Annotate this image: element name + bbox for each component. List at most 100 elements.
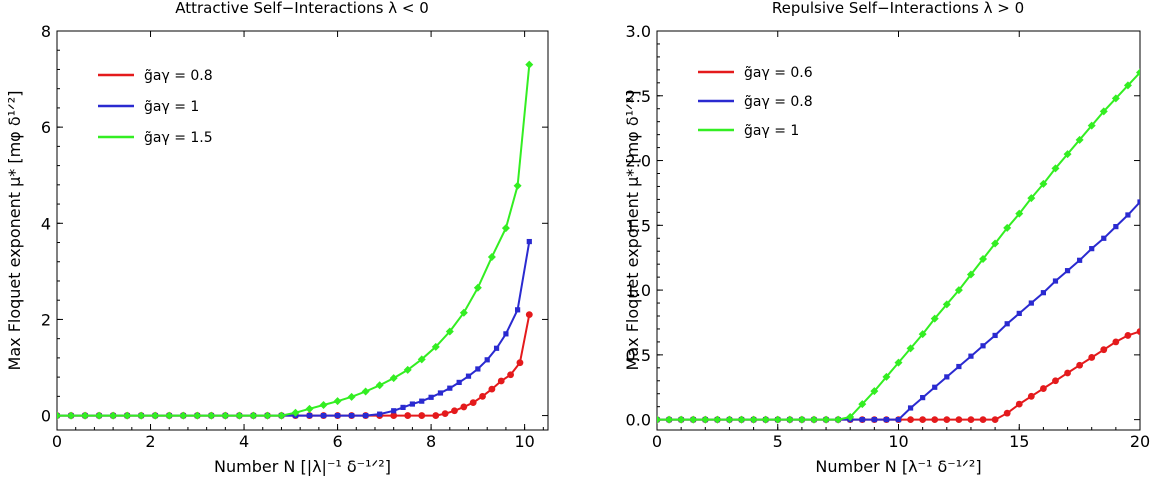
data-point bbox=[785, 415, 794, 424]
x-tick-label: 10 bbox=[888, 432, 908, 451]
data-point bbox=[347, 392, 356, 401]
data-point bbox=[1124, 332, 1132, 339]
data-point bbox=[193, 411, 202, 420]
data-point bbox=[749, 415, 758, 424]
data-point bbox=[437, 390, 444, 396]
data-point bbox=[456, 379, 462, 386]
data-point bbox=[497, 377, 505, 385]
data-point bbox=[447, 385, 453, 391]
x-tick-label: 0 bbox=[652, 432, 662, 451]
data-point bbox=[1087, 121, 1096, 130]
legend-entry: g̃aγ = 0.8 bbox=[144, 68, 213, 84]
y-tick-label: 3.0 bbox=[626, 22, 651, 41]
data-point bbox=[657, 415, 661, 424]
x-tick-label: 5 bbox=[773, 432, 783, 451]
data-point bbox=[932, 384, 938, 390]
data-point bbox=[431, 342, 440, 351]
data-point bbox=[918, 330, 927, 339]
chart-1: Attractive Self−Interactions λ < 0 0 2 4 6 8 1… bbox=[5, 0, 549, 476]
data-point bbox=[263, 411, 272, 420]
data-point bbox=[1077, 257, 1083, 263]
data-point bbox=[1027, 194, 1036, 203]
data-point bbox=[151, 411, 160, 420]
data-point bbox=[207, 411, 216, 420]
data-point bbox=[526, 238, 532, 245]
data-point bbox=[400, 404, 406, 411]
data-point bbox=[1015, 400, 1023, 408]
data-point bbox=[689, 415, 698, 424]
data-point bbox=[858, 400, 867, 409]
series-line bbox=[57, 314, 531, 417]
data-point bbox=[389, 374, 398, 383]
series-line bbox=[657, 71, 1140, 421]
data-point bbox=[1003, 223, 1012, 232]
data-point bbox=[1111, 94, 1120, 103]
data-point bbox=[459, 308, 468, 317]
data-point bbox=[465, 373, 472, 379]
chart-title: Repulsive Self−Interactions λ > 0 bbox=[772, 0, 1024, 17]
x-tick-label: 15 bbox=[1009, 432, 1029, 451]
data-point bbox=[377, 411, 383, 417]
data-point bbox=[1100, 346, 1108, 354]
data-point bbox=[67, 411, 76, 420]
data-point bbox=[1027, 392, 1035, 400]
data-point bbox=[979, 255, 988, 263]
data-point bbox=[109, 411, 118, 420]
data-point bbox=[665, 415, 674, 424]
data-point bbox=[493, 345, 500, 351]
data-point bbox=[249, 411, 258, 420]
data-point bbox=[968, 353, 974, 359]
data-point bbox=[919, 416, 927, 424]
data-point bbox=[469, 399, 477, 406]
data-point bbox=[834, 415, 843, 424]
data-point bbox=[906, 344, 915, 353]
series-1 bbox=[657, 328, 1140, 424]
data-point bbox=[428, 394, 434, 400]
data-point bbox=[955, 416, 963, 424]
data-point bbox=[931, 416, 939, 424]
data-point bbox=[895, 417, 902, 423]
x-tick-label: 10 bbox=[514, 432, 534, 451]
data-point bbox=[95, 411, 104, 420]
data-point bbox=[1040, 290, 1046, 296]
data-point bbox=[1075, 135, 1084, 144]
data-point bbox=[479, 392, 486, 400]
data-point bbox=[305, 404, 314, 413]
data-point bbox=[349, 412, 355, 419]
data-point bbox=[409, 401, 415, 407]
y-tick-label: 1.5 bbox=[626, 216, 651, 235]
data-point bbox=[1016, 310, 1022, 317]
data-point bbox=[333, 397, 342, 406]
data-point bbox=[1004, 321, 1010, 327]
y-tick-label: 2 bbox=[41, 310, 51, 329]
data-point bbox=[123, 411, 132, 420]
x-tick-label: 4 bbox=[239, 432, 249, 451]
y-tick-label: 2.5 bbox=[626, 87, 651, 106]
x-axis-label: Number N [|λ|⁻¹ δ⁻¹ᐟ²] bbox=[214, 457, 391, 476]
data-point bbox=[1112, 338, 1120, 346]
x-tick-label: 0 bbox=[52, 432, 62, 451]
plot-frame bbox=[56, 30, 549, 431]
data-point bbox=[391, 408, 397, 414]
data-point bbox=[1136, 328, 1140, 335]
y-tick-label: 8 bbox=[41, 22, 51, 41]
data-point bbox=[920, 395, 926, 401]
data-point bbox=[871, 417, 877, 423]
x-tick-label: 2 bbox=[145, 432, 155, 451]
data-point bbox=[1028, 300, 1034, 306]
data-point bbox=[179, 411, 188, 420]
data-point bbox=[165, 411, 174, 420]
data-point bbox=[992, 332, 998, 339]
data-point bbox=[1039, 179, 1048, 188]
series-line bbox=[657, 201, 1140, 421]
y-tick-label: 2.0 bbox=[626, 152, 651, 171]
data-point bbox=[797, 415, 806, 424]
data-point bbox=[501, 224, 510, 233]
y-tick-label: 6 bbox=[41, 118, 51, 137]
data-point bbox=[445, 327, 454, 336]
data-point bbox=[1051, 164, 1060, 173]
data-point bbox=[525, 311, 533, 319]
data-point bbox=[677, 415, 686, 424]
data-point bbox=[81, 411, 90, 420]
